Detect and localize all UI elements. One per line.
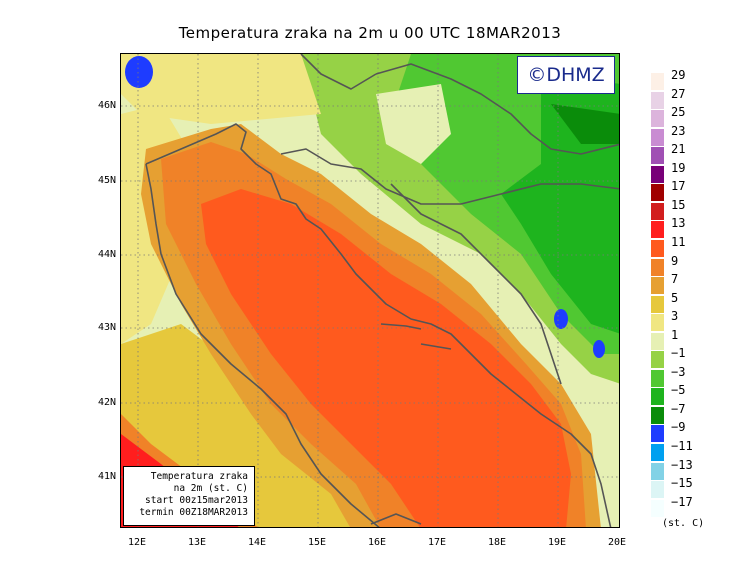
map-title: Temperatura zraka na 2m u 00 UTC 18MAR20…: [178, 24, 562, 42]
legend-unit: (st. C): [662, 518, 705, 529]
legend-swatch: [651, 202, 664, 220]
legend-swatch: [651, 73, 664, 90]
legend-label: 3: [671, 309, 679, 324]
legend-swatch: [651, 91, 664, 109]
land-pale-strip: [121, 54, 321, 124]
lat-label-45n: 45N: [97, 175, 116, 186]
lon-label-20e: 20E: [607, 537, 627, 548]
legend-swatch: [651, 499, 664, 517]
legend-label: −15: [671, 476, 693, 491]
lon-label-12e: 12E: [127, 537, 147, 548]
legend-swatch: [651, 277, 664, 295]
legend-label: −3: [671, 364, 686, 379]
legend-label: −5: [671, 383, 686, 398]
legend-swatch: [651, 481, 664, 499]
legend-label: 11: [671, 234, 686, 249]
lon-label-14e: 14E: [247, 537, 267, 548]
legend-label: 1: [671, 327, 679, 342]
legend-label: 15: [671, 197, 686, 212]
legend-label: −1: [671, 346, 686, 361]
legend-label: −17: [671, 494, 693, 509]
legend-swatch: [651, 184, 664, 202]
legend-swatch: [651, 314, 664, 332]
legend-swatch: [651, 462, 664, 480]
legend-swatch: [651, 295, 664, 313]
legend-swatch: [651, 369, 664, 387]
legend-swatch: [651, 444, 664, 461]
legend-label: 7: [671, 272, 679, 287]
legend-label: 19: [671, 160, 686, 175]
temperature-map: [120, 53, 620, 528]
cold-spot-se-1: [554, 309, 568, 329]
info-line-4: termin 00Z18MAR2013: [139, 507, 248, 518]
info-line-1: Temperatura zraka: [150, 471, 248, 482]
legend-label: 29: [671, 68, 686, 82]
cold-spot-se-2: [593, 340, 605, 358]
dhmz-watermark: ©DHMZ: [517, 56, 615, 94]
info-box: Temperatura zraka na 2m (st. C) start 00…: [123, 466, 255, 526]
legend-label: 27: [671, 86, 686, 101]
legend-swatch: [651, 388, 664, 406]
legend-swatch: [651, 165, 664, 183]
legend-label: 25: [671, 105, 686, 120]
legend-label: −9: [671, 420, 686, 435]
legend-swatch: [651, 147, 664, 165]
lat-label-42n: 42N: [97, 397, 116, 408]
info-line-2: na 2m (st. C): [173, 483, 248, 494]
lon-label-16e: 16E: [367, 537, 387, 548]
lon-label-15e: 15E: [307, 537, 327, 548]
legend-swatch: [651, 239, 664, 257]
sea-core: [201, 189, 571, 527]
legend-swatch: [651, 406, 664, 424]
lat-label-46n: 46N: [97, 100, 116, 111]
lat-label-43n: 43N: [97, 322, 116, 333]
legend-swatch: [651, 221, 664, 239]
lon-label-19e: 19E: [547, 537, 567, 548]
legend-swatch: [651, 351, 664, 369]
legend-label: 13: [671, 216, 686, 231]
legend-label: −13: [671, 457, 693, 472]
lat-label-41n: 41N: [97, 471, 116, 482]
legend-swatch: [651, 332, 664, 350]
cold-spot-nw: [125, 56, 153, 88]
legend-label: 23: [671, 123, 686, 138]
info-line-3: start 00z15mar2013: [145, 495, 248, 506]
legend-label: −7: [671, 401, 686, 416]
legend-label: 21: [671, 142, 686, 157]
legend-label: 9: [671, 253, 679, 268]
legend-swatch: [651, 258, 664, 276]
land-deepgreen-zone: [551, 104, 619, 144]
land-north-pale: [376, 84, 451, 164]
legend-label: 17: [671, 179, 686, 194]
legend-label: 5: [671, 290, 679, 305]
lon-label-13e: 13E: [187, 537, 207, 548]
legend-label: −11: [671, 439, 693, 453]
legend-swatch: [651, 425, 664, 443]
lat-label-44n: 44N: [97, 249, 116, 260]
lon-label-18e: 18E: [487, 537, 507, 548]
legend-swatch: [651, 110, 664, 128]
lon-label-17e: 17E: [427, 537, 447, 548]
coastlines-borders: [145, 54, 619, 527]
legend-swatch: [651, 128, 664, 146]
